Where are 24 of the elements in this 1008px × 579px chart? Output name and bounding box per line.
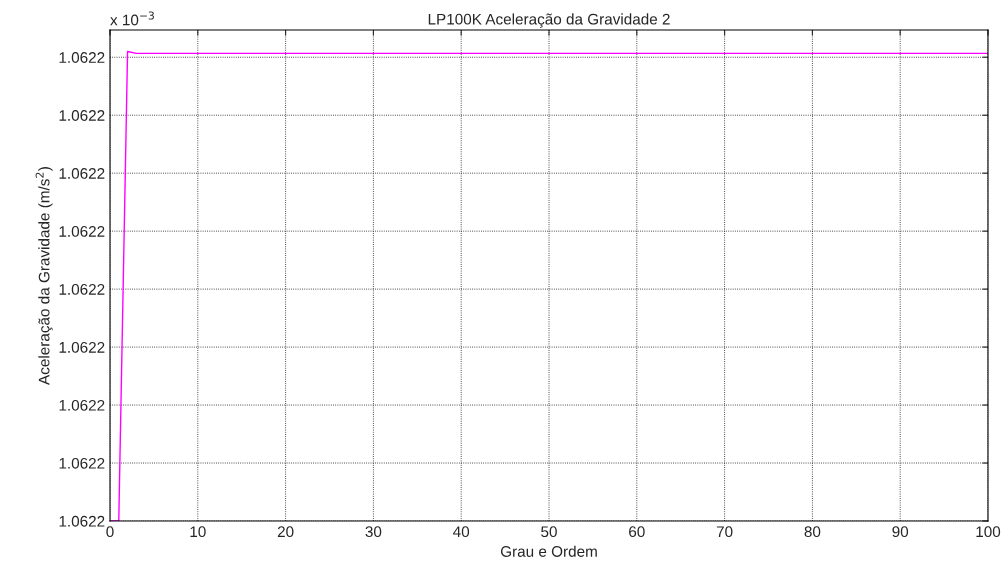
text: x 10$^{−3}$ <box>110 11 154 26</box>
text: 1.0622 <box>59 283 105 295</box>
x-tick-label: 0 <box>106 526 114 538</box>
x-tick-label: 60 <box>629 526 645 538</box>
x-axis-title: Grau e Ordem <box>500 545 597 557</box>
text: 1.0622 <box>59 168 105 179</box>
x-tick-label: 50 <box>541 526 557 538</box>
text: 1.0622 <box>59 110 105 121</box>
chart-title: LP100K Aceleração da Gravidade 2 <box>428 13 670 28</box>
x-tick-label: 90 <box>892 526 909 538</box>
x-tick-label: 80 <box>804 526 821 538</box>
x-tick-label: 20 <box>277 526 294 538</box>
text: 1.0622 <box>59 457 105 469</box>
text: 1.0622 <box>59 52 105 63</box>
x-tick-label: 10 <box>190 526 206 538</box>
text: 1.0622 <box>59 399 105 411</box>
text: 1.0622 <box>59 341 105 353</box>
x-tick-label: 30 <box>365 526 382 538</box>
x-tick-label: 40 <box>453 526 470 538</box>
x-tick-label: 70 <box>716 526 733 538</box>
text: 1.0622 <box>59 226 105 237</box>
y-axis-title: Aceleração da Gravidade (m/s$^{2}$) <box>35 167 53 385</box>
x-tick-label: 100 <box>976 526 1001 538</box>
text: 1.0622 <box>59 515 105 527</box>
